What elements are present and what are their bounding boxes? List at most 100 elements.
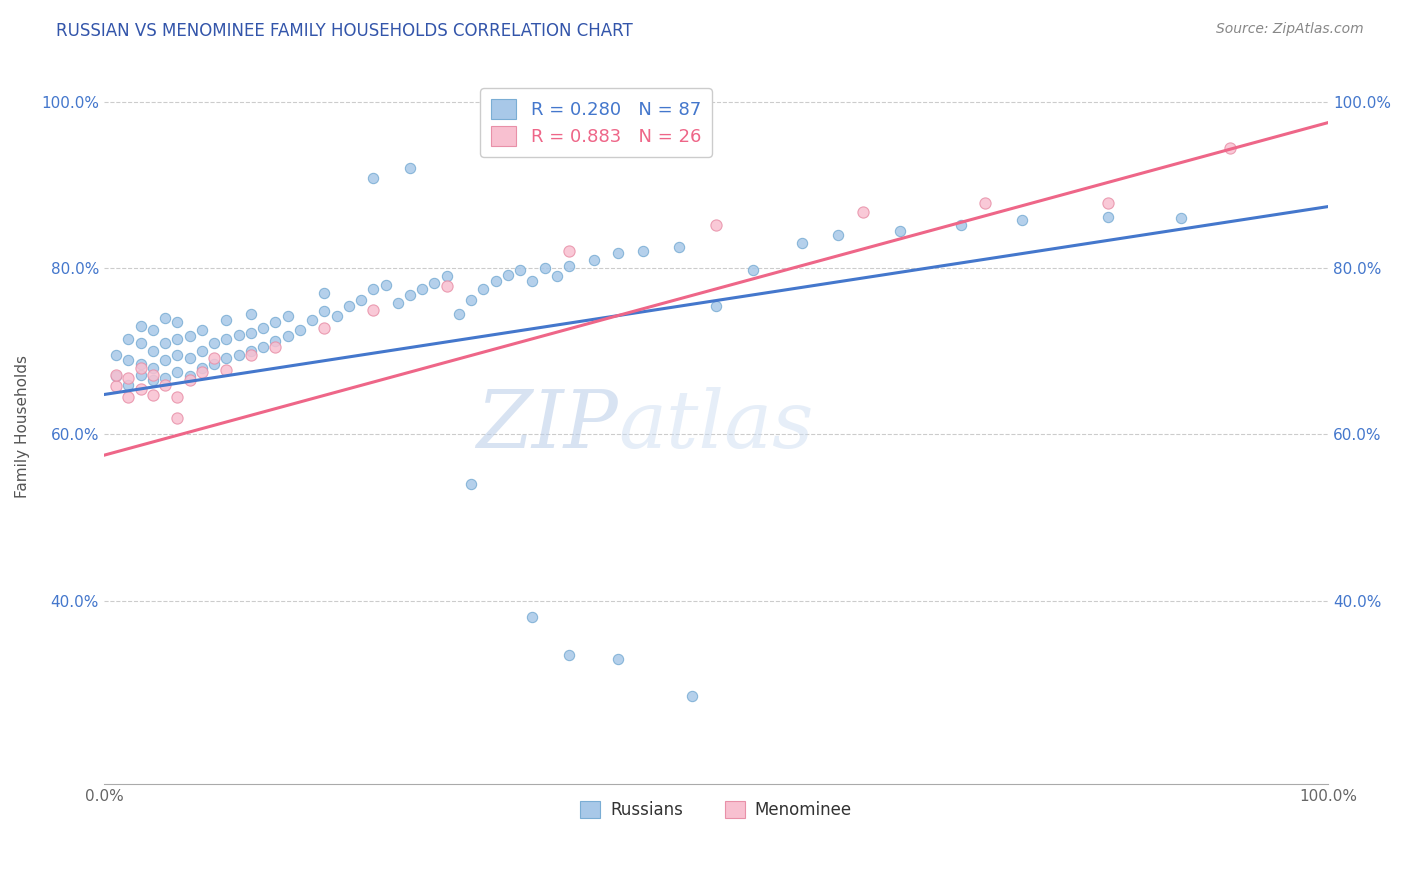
Point <box>852 204 875 219</box>
Text: ZIP: ZIP <box>477 387 619 465</box>
Point <box>485 274 508 288</box>
Point <box>522 274 544 288</box>
Point <box>827 227 849 242</box>
Point <box>166 348 188 362</box>
Point <box>301 312 323 326</box>
Point <box>117 390 139 404</box>
Point <box>129 382 152 396</box>
Point <box>142 368 165 382</box>
Point <box>142 344 165 359</box>
Point <box>191 344 214 359</box>
Text: RUSSIAN VS MENOMINEE FAMILY HOUSEHOLDS CORRELATION CHART: RUSSIAN VS MENOMINEE FAMILY HOUSEHOLDS C… <box>56 22 633 40</box>
Point <box>105 348 128 362</box>
Point <box>889 224 911 238</box>
Point <box>142 387 165 401</box>
Point <box>166 365 188 379</box>
Point <box>607 246 630 260</box>
Point <box>129 335 152 350</box>
Point <box>1097 210 1119 224</box>
Point <box>399 287 422 301</box>
Point <box>288 324 311 338</box>
Point <box>191 365 214 379</box>
Point <box>582 252 605 267</box>
Point <box>704 218 727 232</box>
Legend: Russians, Menominee: Russians, Menominee <box>574 794 859 825</box>
Point <box>264 315 287 329</box>
Point <box>179 351 201 365</box>
Point <box>460 293 482 307</box>
Point <box>460 477 482 491</box>
Point <box>1011 213 1033 227</box>
Point <box>129 319 152 334</box>
Point <box>228 327 250 342</box>
Point <box>191 324 214 338</box>
Point <box>239 344 262 359</box>
Y-axis label: Family Households: Family Households <box>15 355 30 498</box>
Point <box>105 379 128 393</box>
Point <box>399 161 422 176</box>
Point <box>496 268 519 282</box>
Point <box>202 357 225 371</box>
Point <box>202 351 225 365</box>
Point <box>191 360 214 375</box>
Point <box>228 348 250 362</box>
Point <box>704 299 727 313</box>
Point <box>387 296 409 310</box>
Point <box>314 286 336 301</box>
Point <box>1219 140 1241 154</box>
Point <box>166 410 188 425</box>
Point <box>741 262 763 277</box>
Point <box>522 610 544 624</box>
Point <box>264 340 287 354</box>
Point <box>436 279 458 293</box>
Point <box>179 373 201 387</box>
Point <box>374 277 396 292</box>
Point <box>790 236 813 251</box>
Point <box>361 282 384 296</box>
Point <box>153 311 176 326</box>
Point <box>533 261 555 276</box>
Point <box>668 240 690 254</box>
Point <box>215 351 238 365</box>
Point <box>252 340 274 354</box>
Point <box>117 352 139 367</box>
Point <box>215 362 238 376</box>
Point <box>607 652 630 666</box>
Point <box>166 332 188 346</box>
Point <box>153 377 176 392</box>
Point <box>509 262 531 277</box>
Point <box>142 373 165 387</box>
Point <box>202 335 225 350</box>
Point <box>558 244 581 259</box>
Point <box>681 690 703 704</box>
Point <box>423 276 446 290</box>
Point <box>325 310 347 324</box>
Point <box>117 377 139 392</box>
Point <box>277 310 299 324</box>
Point <box>179 369 201 384</box>
Point <box>1097 196 1119 211</box>
Point <box>337 299 360 313</box>
Point <box>239 307 262 321</box>
Point <box>153 371 176 385</box>
Point <box>314 321 336 335</box>
Point <box>1170 211 1192 226</box>
Point <box>277 329 299 343</box>
Point <box>179 329 201 343</box>
Point <box>239 348 262 362</box>
Point <box>142 360 165 375</box>
Text: atlas: atlas <box>619 387 814 465</box>
Point <box>314 304 336 318</box>
Point <box>411 282 433 296</box>
Point <box>361 171 384 186</box>
Point <box>117 371 139 385</box>
Point <box>166 390 188 404</box>
Point <box>631 244 654 259</box>
Point <box>546 269 568 284</box>
Point <box>974 196 997 211</box>
Point <box>350 293 373 307</box>
Point <box>153 335 176 350</box>
Point <box>949 218 972 232</box>
Point <box>105 369 128 384</box>
Point <box>361 302 384 317</box>
